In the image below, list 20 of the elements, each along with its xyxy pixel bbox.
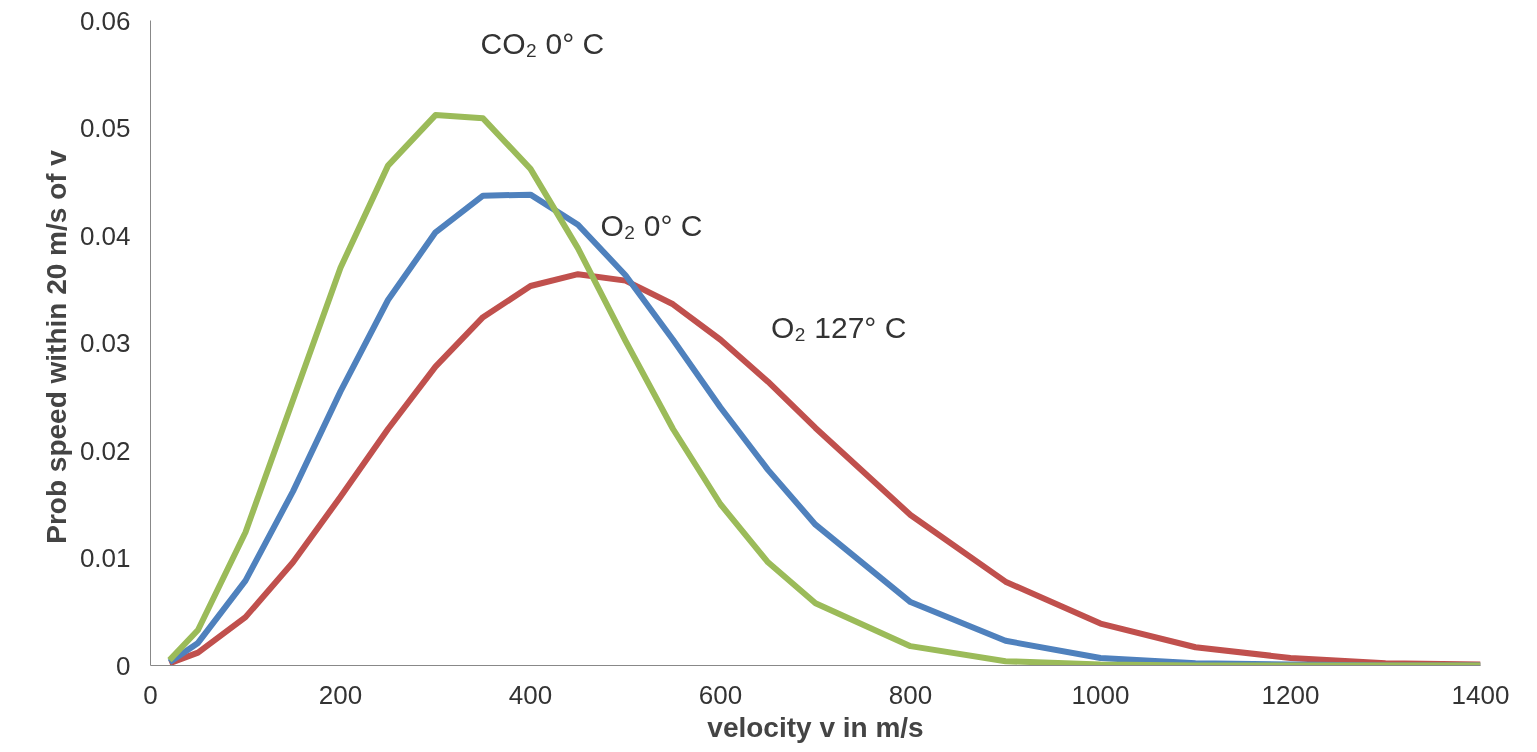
x-tick-label: 800 bbox=[888, 679, 933, 710]
y-tick-label: 0.03 bbox=[79, 328, 131, 358]
x-tick-label: 1200 bbox=[1261, 679, 1320, 710]
y-tick-label: 0.02 bbox=[79, 435, 131, 466]
x-tick-label: 1000 bbox=[1071, 679, 1130, 710]
y-tick-label: 0.06 bbox=[79, 5, 131, 36]
x-tick-label: 0 bbox=[143, 679, 158, 710]
y-tick-label: 0.01 bbox=[79, 543, 131, 573]
x-tick-label: 1400 bbox=[1451, 679, 1510, 710]
series-label: CO₂ 0° C bbox=[480, 26, 605, 60]
y-axis-title: Prob speed within 20 m/s of v bbox=[40, 149, 72, 544]
series-label: O₂ 127° C bbox=[771, 310, 907, 344]
y-tick-label: 0.05 bbox=[79, 113, 131, 143]
x-axis-title: velocity v in m/s bbox=[707, 711, 924, 743]
y-tick-label: 0 bbox=[116, 650, 131, 681]
y-tick-label: 0.04 bbox=[79, 220, 131, 251]
x-tick-label: 200 bbox=[318, 679, 363, 710]
series-label: O₂ 0° C bbox=[600, 209, 703, 243]
x-tick-label: 400 bbox=[508, 679, 553, 710]
x-tick-label: 600 bbox=[698, 679, 743, 710]
